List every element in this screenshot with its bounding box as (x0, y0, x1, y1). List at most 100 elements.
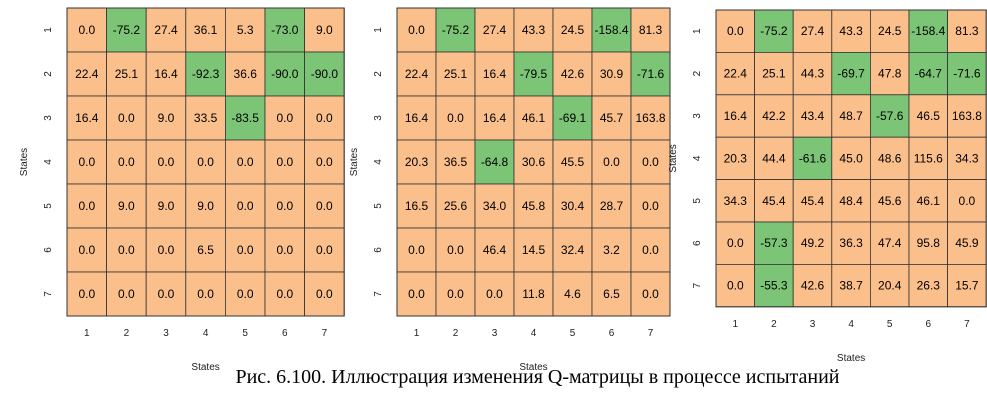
y-tick-label: 7 (43, 291, 54, 297)
y-axis-label: States (19, 148, 30, 176)
heatmap-border (66, 7, 345, 317)
x-tick-label: 7 (648, 328, 654, 339)
cell-value: 0.0 (78, 199, 95, 213)
y-tick-label: 4 (692, 155, 703, 161)
cell-value: 95.8 (917, 236, 941, 250)
cell-value: 16.4 (724, 109, 748, 123)
cell-value: 0.0 (118, 155, 135, 169)
heatmap-cell (792, 9, 833, 53)
cell-value: 0.0 (447, 243, 464, 257)
heatmap-cell (591, 271, 632, 317)
heatmap-cell (870, 263, 910, 308)
heatmap-cell (224, 227, 266, 273)
cell-value: 45.5 (561, 155, 585, 169)
cell-value: 36.3 (839, 236, 863, 250)
heatmap-cell (754, 221, 794, 265)
cell-value: 0.0 (316, 111, 333, 125)
x-tick-label: 4 (203, 328, 209, 339)
heatmap-cell (947, 263, 987, 308)
heatmap-cell (106, 95, 147, 141)
cell-value: 9.0 (158, 199, 175, 213)
cell-value: 9.0 (158, 111, 175, 125)
cell-value: -83.5 (232, 111, 260, 125)
y-tick-label: 6 (373, 247, 384, 253)
heatmap-cell (224, 95, 266, 141)
heatmap-cell (474, 139, 515, 185)
cell-value: 0.0 (447, 111, 464, 125)
cell-value: 0.0 (158, 243, 175, 257)
cell-value: 48.4 (839, 194, 863, 208)
heatmap-cell (224, 271, 266, 317)
x-tick-label: 2 (771, 319, 777, 330)
figure-caption: Рис. 6.100. Иллюстрация изменения Q-матр… (235, 366, 840, 388)
cell-value: 16.4 (154, 67, 178, 81)
heatmap-cell (66, 139, 107, 185)
heatmap-cell (66, 183, 107, 229)
heatmap-cell (870, 94, 910, 138)
cell-value: 4.6 (564, 287, 581, 301)
heatmap-cell (908, 52, 948, 96)
heatmap-cell (185, 95, 226, 141)
cell-value: 0.0 (158, 287, 175, 301)
x-tick-label: 6 (609, 328, 615, 339)
heatmap-cell (630, 51, 671, 97)
y-tick-label: 1 (43, 27, 54, 33)
cell-value: 27.4 (801, 24, 825, 38)
x-tick-label: 5 (242, 328, 248, 339)
cell-value: 0.0 (408, 287, 425, 301)
cell-value: 0.0 (197, 287, 214, 301)
heatmap-cell (552, 7, 593, 53)
cell-value: 115.6 (914, 151, 943, 165)
cell-value: 42.6 (561, 67, 585, 81)
cell-value: 9.0 (197, 199, 214, 213)
cell-value: 45.8 (522, 199, 546, 213)
cell-value: 46.5 (917, 109, 941, 123)
cell-value: 45.0 (839, 151, 863, 165)
cell-value: 0.0 (642, 155, 659, 169)
cell-value: 9.0 (316, 23, 333, 37)
cell-value: 11.8 (522, 287, 545, 301)
heatmap-2: 0.0 -75.2 27.4 43.3 24.5 -158.4 81.322.4 25.1 16… (349, 7, 671, 373)
cell-value: 0.0 (486, 287, 503, 301)
heatmap-cell (474, 183, 515, 229)
heatmap-cell (106, 227, 147, 273)
heatmap-cell (870, 179, 910, 223)
cell-value: 0.0 (408, 23, 425, 37)
cell-value: 45.7 (600, 111, 624, 125)
cell-value: 27.4 (483, 23, 507, 37)
cell-value: 24.5 (878, 24, 902, 38)
y-tick-label: 3 (373, 115, 384, 121)
cell-value: -61.6 (799, 151, 827, 165)
cell-value: 26.3 (917, 279, 941, 293)
cell-value: 0.0 (447, 287, 464, 301)
y-tick-label: 5 (692, 198, 703, 204)
cell-value: 0.0 (276, 287, 293, 301)
heatmap-cell (304, 271, 345, 317)
cell-value: 0.0 (316, 155, 333, 169)
heatmap-cell (591, 51, 632, 97)
x-axis-label: States (837, 353, 865, 364)
x-tick-label: 1 (414, 328, 420, 339)
cell-value: 34.0 (483, 199, 507, 213)
heatmap-cell (106, 7, 147, 53)
heatmap-cell (947, 9, 987, 53)
cell-value: 25.1 (444, 67, 468, 81)
cell-value: 30.6 (522, 155, 546, 169)
heatmap-border (715, 9, 987, 308)
heatmap-cell (513, 271, 554, 317)
cell-value: 0.0 (642, 199, 659, 213)
x-axis-label: States (191, 362, 219, 373)
heatmap-cell (552, 227, 593, 273)
cell-value: 0.0 (118, 287, 135, 301)
y-axis-label: States (349, 148, 360, 176)
heatmap-cell (715, 94, 755, 138)
heatmap-cell (591, 7, 632, 53)
cell-value: 30.9 (600, 67, 624, 81)
cell-value: -57.6 (876, 109, 904, 123)
cell-value: -75.2 (442, 23, 470, 37)
heatmap-cell (630, 271, 671, 317)
cell-value: 163.8 (952, 109, 982, 123)
cell-value: 0.0 (78, 243, 95, 257)
cell-value: 33.5 (194, 111, 218, 125)
